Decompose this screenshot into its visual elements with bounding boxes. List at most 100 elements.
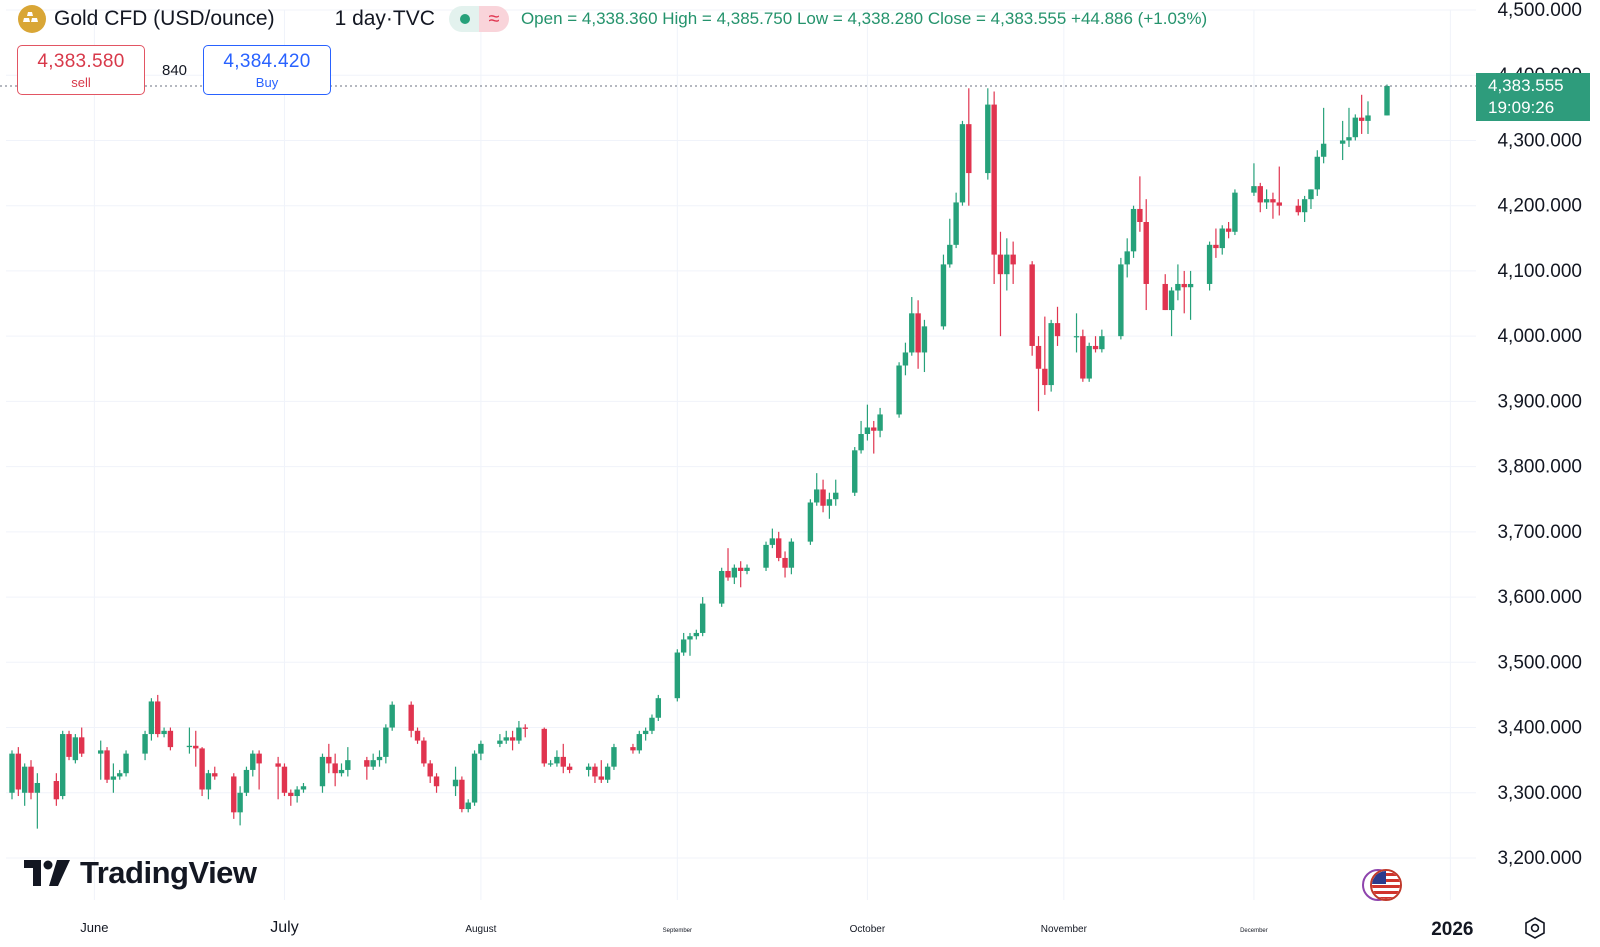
candle: [991, 91, 997, 284]
candle: [1365, 101, 1371, 134]
candle-body: [1314, 156, 1320, 190]
candle-body: [28, 766, 34, 793]
candle: [326, 743, 332, 774]
candle: [769, 528, 776, 549]
candle-body: [212, 773, 218, 777]
candle-body: [1384, 85, 1390, 116]
candle: [604, 763, 611, 783]
candle-body: [332, 763, 338, 774]
candle: [66, 730, 72, 761]
candle-body: [1181, 283, 1187, 288]
price-tick-label: 3,900.000: [1497, 391, 1582, 412]
candle-body: [1270, 199, 1276, 203]
candle: [1295, 199, 1301, 216]
candle-body: [408, 704, 414, 731]
candle-body: [693, 632, 700, 637]
candle: [1219, 225, 1225, 255]
candle-body: [1365, 115, 1371, 121]
candle: [1054, 306, 1061, 346]
candle-body: [186, 745, 193, 748]
candle: [104, 747, 110, 783]
candle-body: [871, 427, 877, 431]
candle-body: [852, 450, 858, 493]
candle: [871, 420, 877, 454]
candle: [155, 694, 161, 738]
buy-price: 4,384.420: [223, 51, 311, 72]
candle: [376, 750, 383, 767]
candle: [592, 763, 598, 783]
axis-settings-icon[interactable]: [1523, 916, 1547, 945]
candle: [275, 756, 281, 800]
candle-body: [921, 326, 928, 353]
candle: [1301, 195, 1308, 222]
candle: [281, 763, 288, 797]
year-tick-label: 2026: [1431, 919, 1473, 940]
tradingview-logo[interactable]: TradingView: [24, 855, 257, 891]
candle: [332, 753, 338, 787]
candle: [966, 88, 972, 206]
candle-body: [592, 766, 598, 777]
candle: [1035, 336, 1042, 412]
candle-body: [1137, 208, 1143, 222]
candle: [117, 769, 123, 780]
candle-body: [250, 753, 256, 770]
candle-body: [915, 313, 921, 353]
status-pill[interactable]: ≈: [448, 6, 509, 32]
candle-body: [776, 538, 782, 558]
candle: [763, 541, 769, 571]
candle-body: [788, 541, 795, 568]
candle-body: [370, 760, 376, 767]
candle-body: [199, 748, 205, 790]
candle: [630, 743, 636, 754]
candle-body: [1308, 189, 1314, 200]
interval-label[interactable]: 1 day·TVC: [334, 7, 435, 30]
price-tick-label: 4,500.000: [1497, 0, 1582, 21]
sell-button[interactable]: 4,383.580 sell: [17, 45, 145, 95]
candle-body: [9, 753, 15, 793]
candle-body: [1010, 254, 1016, 265]
candle: [1029, 261, 1035, 356]
candle: [1314, 150, 1320, 196]
candle: [59, 730, 66, 800]
candle-body: [110, 776, 117, 780]
us-flag-icon[interactable]: [1361, 868, 1405, 907]
candle-body: [471, 753, 478, 803]
candle-body: [427, 763, 433, 777]
candle: [1124, 238, 1130, 278]
candle: [1358, 94, 1365, 134]
candle: [674, 649, 681, 702]
buy-button[interactable]: 4,384.420 Buy: [203, 45, 331, 95]
candle-body: [642, 730, 649, 735]
candle: [414, 727, 421, 744]
price-tick-label: 3,300.000: [1497, 783, 1582, 804]
candle-body: [459, 779, 465, 810]
candle: [1225, 222, 1232, 239]
candle-body: [1048, 323, 1054, 386]
candle-body: [953, 202, 959, 245]
candle-body: [1029, 264, 1035, 346]
candle: [1257, 182, 1263, 213]
candle: [687, 632, 693, 656]
tradingview-mark-icon: [24, 860, 70, 886]
candle: [110, 763, 117, 793]
price-tick-label: 3,500.000: [1497, 652, 1582, 673]
candle-body: [465, 802, 471, 810]
candle: [566, 763, 573, 774]
candle-body: [1257, 186, 1263, 203]
time-axis: June July August September October November De…: [80, 919, 1473, 940]
candle-body: [877, 414, 883, 431]
candle-body: [509, 737, 516, 741]
candle-body: [1219, 228, 1225, 249]
candle-body: [345, 760, 351, 770]
candle-body: [820, 489, 826, 506]
candle: [1137, 176, 1143, 232]
symbol-title[interactable]: Gold CFD (USD/ounce): [54, 7, 275, 30]
candle: [1092, 336, 1099, 353]
candle: [1143, 199, 1149, 311]
candle: [1263, 189, 1270, 209]
candle: [72, 734, 79, 764]
candle-body: [193, 745, 199, 749]
candle-body: [205, 773, 212, 790]
time-tick-label: December: [1240, 928, 1268, 934]
